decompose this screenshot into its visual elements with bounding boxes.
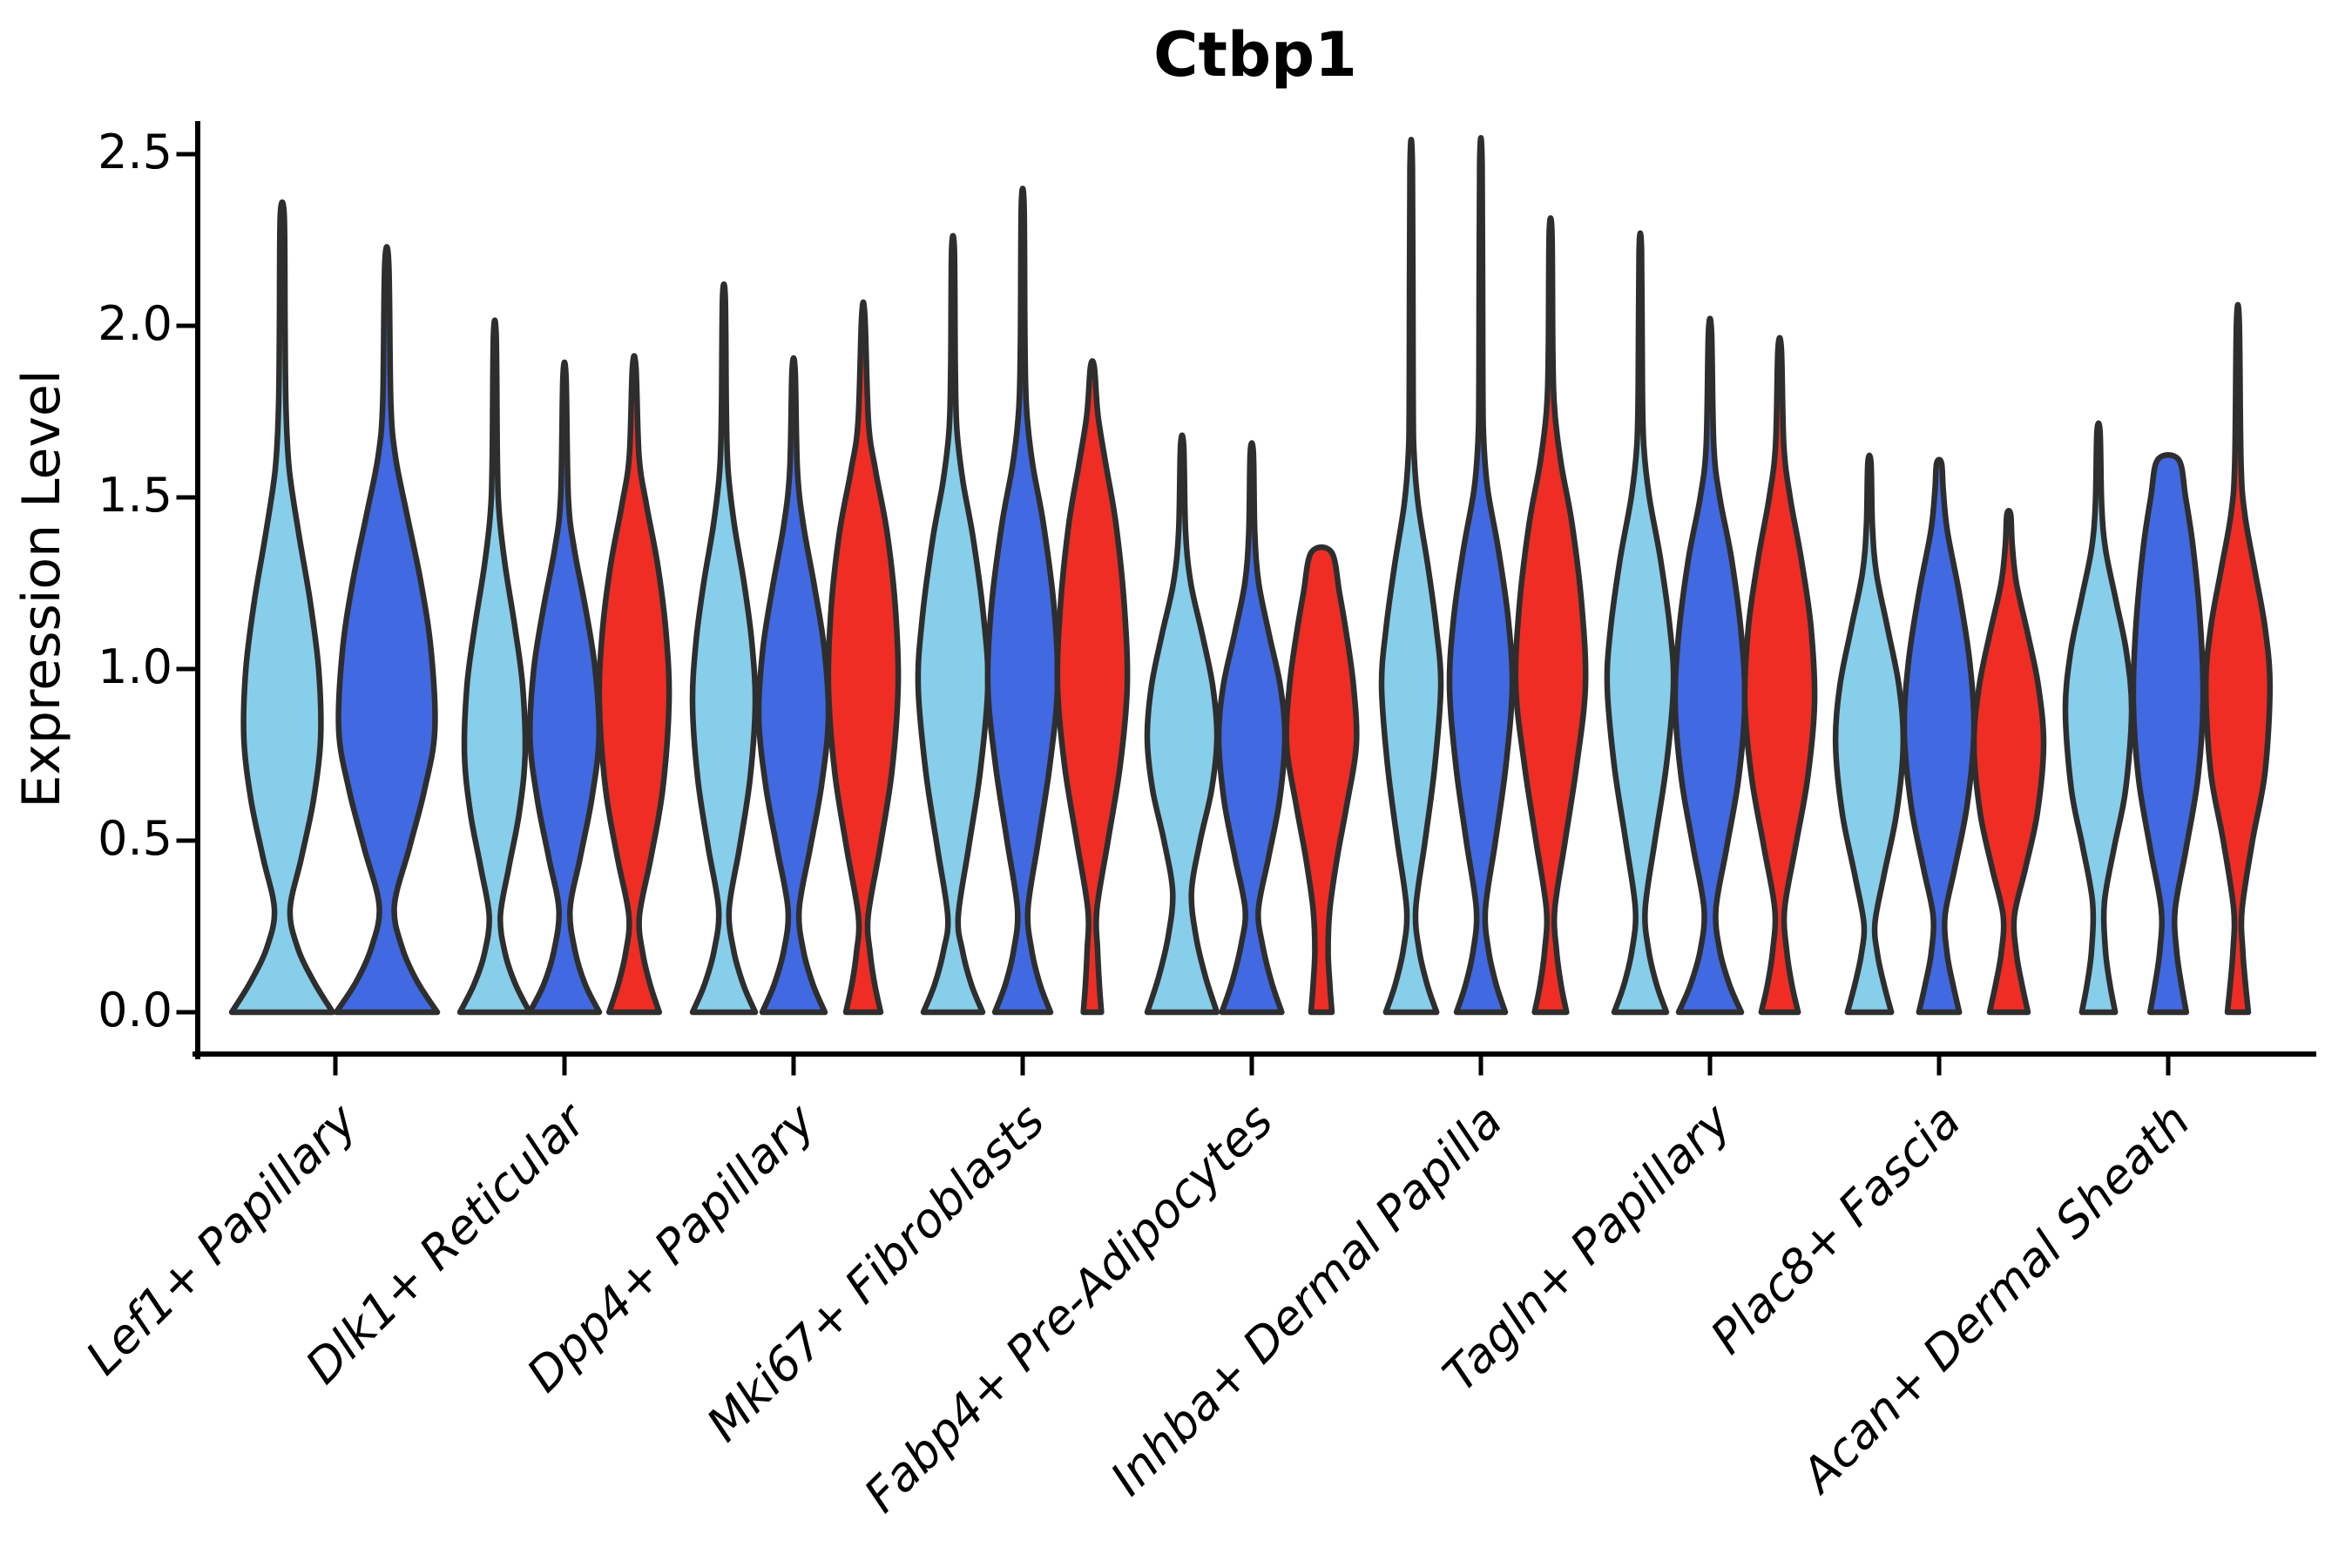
violin-inhba-dermal-papilla-red <box>1512 215 1589 1016</box>
y-tick-label: 2.5 <box>98 124 172 179</box>
violin-mki67-fibroblasts-skyblue <box>915 233 991 1016</box>
y-tick-label: 1.0 <box>98 639 172 694</box>
violin-inhba-dermal-papilla-royalblue <box>1446 135 1516 1016</box>
violin-acan-dermal-sheath-royalblue <box>2130 451 2207 1016</box>
violin-dpp4-papillary-royalblue <box>755 355 832 1016</box>
violin-dlk1-reticular-royalblue <box>526 359 603 1016</box>
violin-acan-dermal-sheath-red <box>2202 301 2274 1016</box>
violin-tagln-papillary-skyblue <box>1604 230 1677 1016</box>
violin-plac8-fascia-skyblue <box>1832 452 1907 1016</box>
violin-lef1-papillary-skyblue <box>228 199 336 1016</box>
violin-dpp4-papillary-skyblue <box>689 280 759 1016</box>
violin-lef1-papillary-royalblue <box>333 244 441 1016</box>
violin-mki67-fibroblasts-royalblue <box>984 186 1061 1016</box>
violin-dlk1-reticular-skyblue <box>456 317 533 1016</box>
violin-mki67-fibroblasts-red <box>1054 358 1131 1016</box>
violin-tagln-papillary-royalblue <box>1672 315 1748 1016</box>
violin-fabp4-pre-adipocytes-red <box>1283 544 1360 1016</box>
y-tick-label: 0.0 <box>98 982 172 1037</box>
violin-inhba-dermal-papilla-skyblue <box>1378 137 1444 1016</box>
y-tick-label: 2.0 <box>98 295 172 351</box>
violin-dlk1-reticular-red <box>596 353 672 1016</box>
violin-fabp4-pre-adipocytes-skyblue <box>1144 432 1220 1016</box>
y-tick-label: 0.5 <box>98 810 172 866</box>
violin-fabp4-pre-adipocytes-royalblue <box>1215 440 1288 1016</box>
violin-acan-dermal-sheath-skyblue <box>2062 420 2135 1016</box>
chart-title: Ctbp1 <box>1153 19 1357 91</box>
violin-tagln-papillary-red <box>1741 335 1818 1016</box>
y-tick-label: 1.5 <box>98 467 172 523</box>
violin-plac8-fascia-royalblue <box>1901 456 1977 1016</box>
violin-plac8-fascia-red <box>1970 508 2047 1016</box>
violin-dpp4-papillary-red <box>825 299 902 1016</box>
